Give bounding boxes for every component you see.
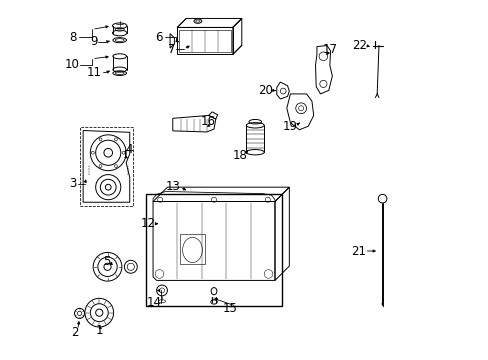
Text: 19: 19	[283, 120, 297, 133]
Text: 8: 8	[69, 31, 77, 44]
Text: 22: 22	[351, 39, 366, 52]
Text: 3: 3	[69, 177, 77, 190]
Text: 2: 2	[71, 326, 79, 339]
Text: 11: 11	[87, 66, 102, 79]
Text: 10: 10	[64, 58, 79, 71]
Text: 6: 6	[155, 31, 163, 44]
Bar	[145, 194, 282, 306]
Bar	[179, 30, 230, 52]
Text: 5: 5	[102, 255, 110, 268]
Text: 20: 20	[258, 84, 273, 97]
Text: 4: 4	[125, 143, 133, 156]
Text: 14: 14	[146, 296, 162, 309]
Text: 18: 18	[232, 149, 247, 162]
Text: 7: 7	[168, 42, 176, 55]
Text: 13: 13	[165, 180, 180, 193]
Text: 12: 12	[140, 217, 155, 230]
Bar	[180, 234, 204, 264]
Text: 17: 17	[322, 42, 337, 55]
Text: 21: 21	[350, 244, 366, 257]
Text: 15: 15	[222, 302, 237, 315]
Text: 1: 1	[95, 324, 103, 337]
Text: 16: 16	[200, 115, 215, 128]
Text: 9: 9	[90, 35, 98, 49]
